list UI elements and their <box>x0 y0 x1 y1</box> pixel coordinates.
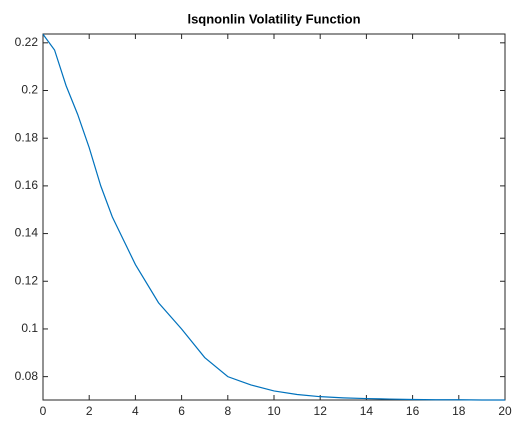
x-tick-label: 4 <box>132 404 139 418</box>
x-tick-label: 20 <box>498 404 512 418</box>
x-tick-label: 0 <box>40 404 47 418</box>
y-tick-label: 0.1 <box>21 321 38 335</box>
x-tick-label: 8 <box>224 404 231 418</box>
y-tick-label: 0.18 <box>15 130 39 144</box>
y-tick-label: 0.12 <box>15 273 39 287</box>
x-tick-label: 18 <box>452 404 466 418</box>
x-tick-label: 10 <box>267 404 281 418</box>
chart-title: lsqnonlin Volatility Function <box>187 11 360 26</box>
y-tick-label: 0.2 <box>21 83 38 97</box>
line-series <box>42 33 505 401</box>
y-tick-label: 0.22 <box>15 35 39 49</box>
x-tick-label: 2 <box>86 404 93 418</box>
axes-box <box>42 33 506 401</box>
x-tick-label: 14 <box>360 404 374 418</box>
y-tick-label: 0.16 <box>15 178 39 192</box>
x-tick-label: 12 <box>314 404 328 418</box>
x-tick-label: 16 <box>406 404 420 418</box>
y-tick-label: 0.08 <box>15 369 39 383</box>
y-tick-label: 0.14 <box>15 226 39 240</box>
x-tick-label: 6 <box>178 404 185 418</box>
